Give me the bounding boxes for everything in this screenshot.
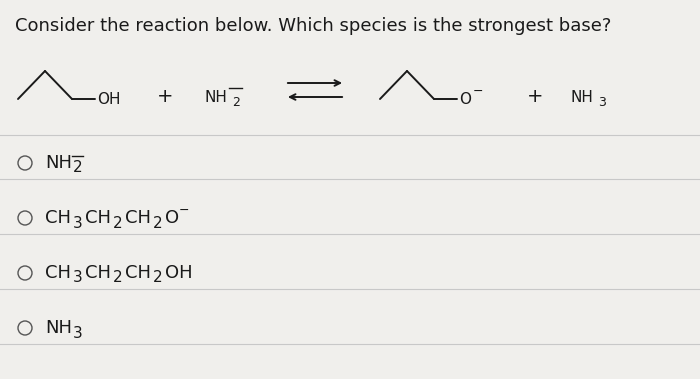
- Text: O: O: [459, 91, 471, 106]
- Text: −: −: [473, 85, 484, 97]
- Text: NH: NH: [570, 89, 593, 105]
- Text: NH: NH: [45, 319, 72, 337]
- Text: O: O: [165, 209, 179, 227]
- Text: CH: CH: [85, 264, 111, 282]
- Text: 3: 3: [598, 96, 606, 108]
- Text: 2: 2: [232, 96, 240, 108]
- Text: 3: 3: [73, 271, 83, 285]
- Text: +: +: [526, 88, 543, 106]
- Text: 2: 2: [153, 271, 162, 285]
- Text: 2: 2: [153, 216, 162, 230]
- Text: Consider the reaction below. Which species is the strongest base?: Consider the reaction below. Which speci…: [15, 17, 611, 35]
- Text: 2: 2: [113, 216, 122, 230]
- Text: 3: 3: [73, 326, 83, 340]
- Text: CH: CH: [45, 264, 71, 282]
- Text: CH: CH: [45, 209, 71, 227]
- Text: CH: CH: [85, 209, 111, 227]
- Text: 2: 2: [113, 271, 122, 285]
- Text: NH: NH: [45, 154, 72, 172]
- Text: CH: CH: [125, 264, 151, 282]
- Text: OH: OH: [97, 91, 120, 106]
- Text: NH: NH: [205, 89, 228, 105]
- Text: −: −: [179, 204, 190, 216]
- Text: 3: 3: [73, 216, 83, 230]
- Text: 2: 2: [73, 160, 83, 175]
- Text: CH: CH: [125, 209, 151, 227]
- Text: OH: OH: [165, 264, 192, 282]
- Text: +: +: [157, 88, 174, 106]
